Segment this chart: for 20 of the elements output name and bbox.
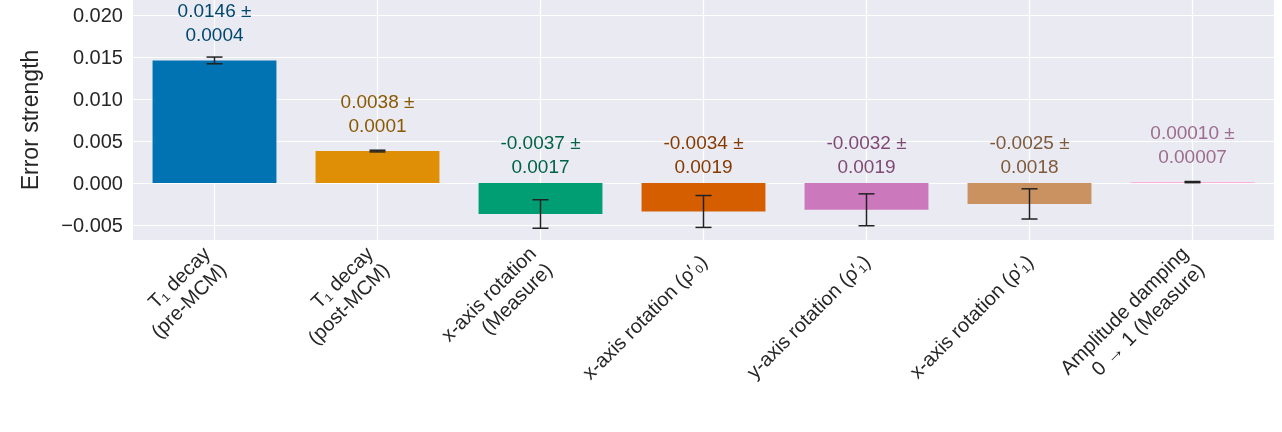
y-tick-label: 0.005 bbox=[72, 129, 123, 152]
data-label: 0.0038 ± 0.0001 bbox=[340, 90, 415, 136]
y-tick-label: 0.020 bbox=[72, 4, 123, 27]
y-tick-label: 0.010 bbox=[72, 88, 123, 111]
data-label: -0.0037 ± 0.0017 bbox=[500, 132, 581, 178]
bar bbox=[641, 182, 766, 212]
bar bbox=[152, 60, 277, 183]
bar bbox=[315, 151, 440, 183]
data-label: -0.0025 ± 0.0018 bbox=[989, 132, 1070, 178]
y-tick-label: 0.015 bbox=[72, 46, 123, 69]
data-label: 0.0146 ± 0.0004 bbox=[177, 0, 252, 45]
data-label: -0.0034 ± 0.0019 bbox=[663, 132, 744, 178]
bar bbox=[967, 182, 1092, 204]
bar bbox=[804, 182, 929, 210]
data-label: -0.0032 ± 0.0019 bbox=[826, 132, 907, 178]
y-tick-label: 0.000 bbox=[72, 171, 123, 194]
y-tick-label: −0.005 bbox=[61, 213, 123, 236]
y-axis-title: Error strength bbox=[16, 49, 43, 191]
data-label: 0.00010 ± 0.00007 bbox=[1150, 121, 1235, 167]
bar bbox=[478, 182, 603, 214]
